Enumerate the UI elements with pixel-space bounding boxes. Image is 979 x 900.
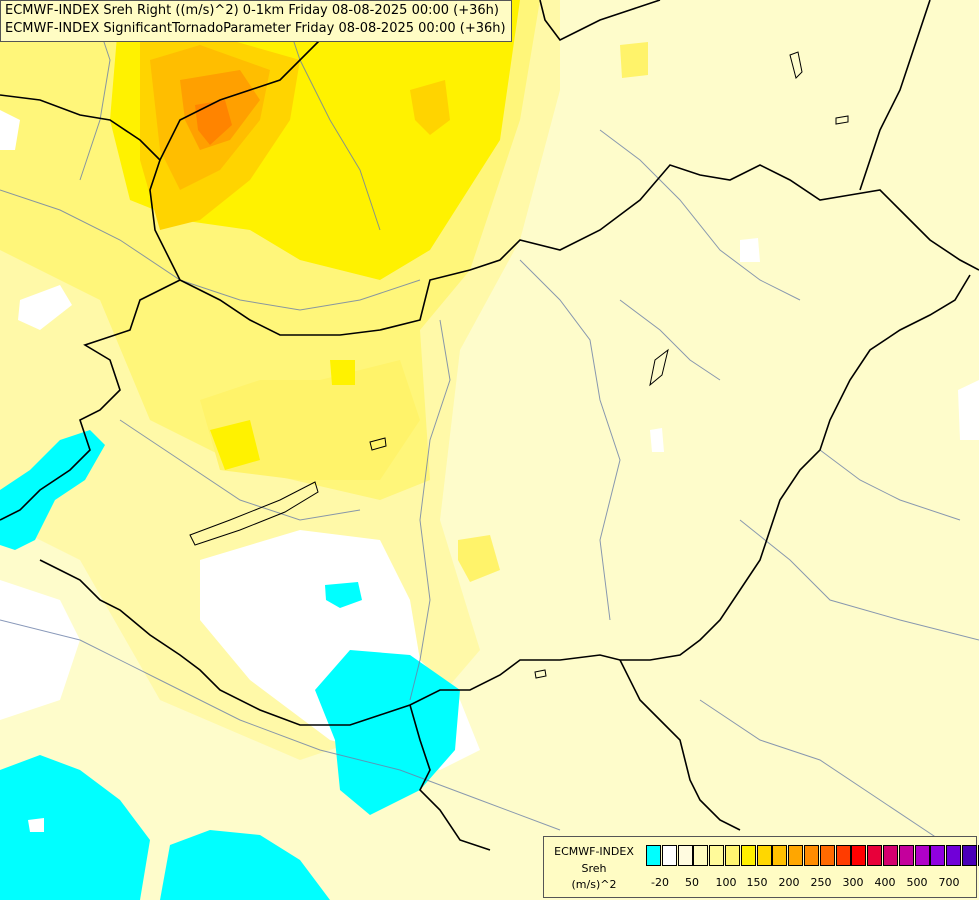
legend-source: ECMWF-INDEX <box>554 845 634 858</box>
legend-tick-label: 100 <box>715 876 737 889</box>
legend-swatch <box>914 845 930 866</box>
title-line-stp: ECMWF-INDEX SignificantTornadoParameter … <box>5 21 506 36</box>
legend-swatch <box>819 845 835 866</box>
color-legend: ECMWF-INDEX Sreh (m/s)^2 -20 50 100 150 200 2… <box>543 836 979 898</box>
legend-tick-label: 700 <box>938 876 960 889</box>
legend-tick-label: 300 <box>842 876 864 889</box>
legend-swatch <box>977 845 979 866</box>
legend-swatch <box>677 845 693 866</box>
legend-swatch <box>772 845 788 866</box>
legend-tick-label: 50 <box>685 876 699 889</box>
legend-unit: (m/s)^2 <box>571 878 617 891</box>
legend-swatch <box>646 845 661 866</box>
title-line-sreh: ECMWF-INDEX Sreh Right ((m/s)^2) 0-1km F… <box>5 3 499 18</box>
legend-swatch <box>709 845 725 866</box>
legend-tick-label: 250 <box>810 876 832 889</box>
legend-swatch <box>756 845 772 866</box>
legend-tick-label: -20 <box>651 876 669 889</box>
legend-tick-label: 150 <box>746 876 768 889</box>
legend-swatch <box>725 845 740 866</box>
map-title-box: ECMWF-INDEX Sreh Right ((m/s)^2) 0-1km F… <box>0 0 512 42</box>
legend-tick-label: 500 <box>906 876 928 889</box>
legend-variable: Sreh <box>581 862 607 875</box>
legend-swatch <box>835 845 851 866</box>
legend-swatch <box>883 845 898 866</box>
legend-swatch <box>693 845 709 866</box>
legend-swatch <box>898 845 914 866</box>
legend-swatch <box>661 845 677 866</box>
legend-swatch <box>788 845 804 866</box>
legend-swatch <box>804 845 819 866</box>
legend-swatch <box>851 845 867 866</box>
legend-swatch <box>740 845 756 866</box>
legend-tick-label: 400 <box>874 876 896 889</box>
legend-tick-label: 200 <box>778 876 800 889</box>
legend-swatch <box>930 845 946 866</box>
legend-swatch <box>946 845 962 866</box>
legend-swatch <box>962 845 977 866</box>
legend-swatch <box>867 845 883 866</box>
